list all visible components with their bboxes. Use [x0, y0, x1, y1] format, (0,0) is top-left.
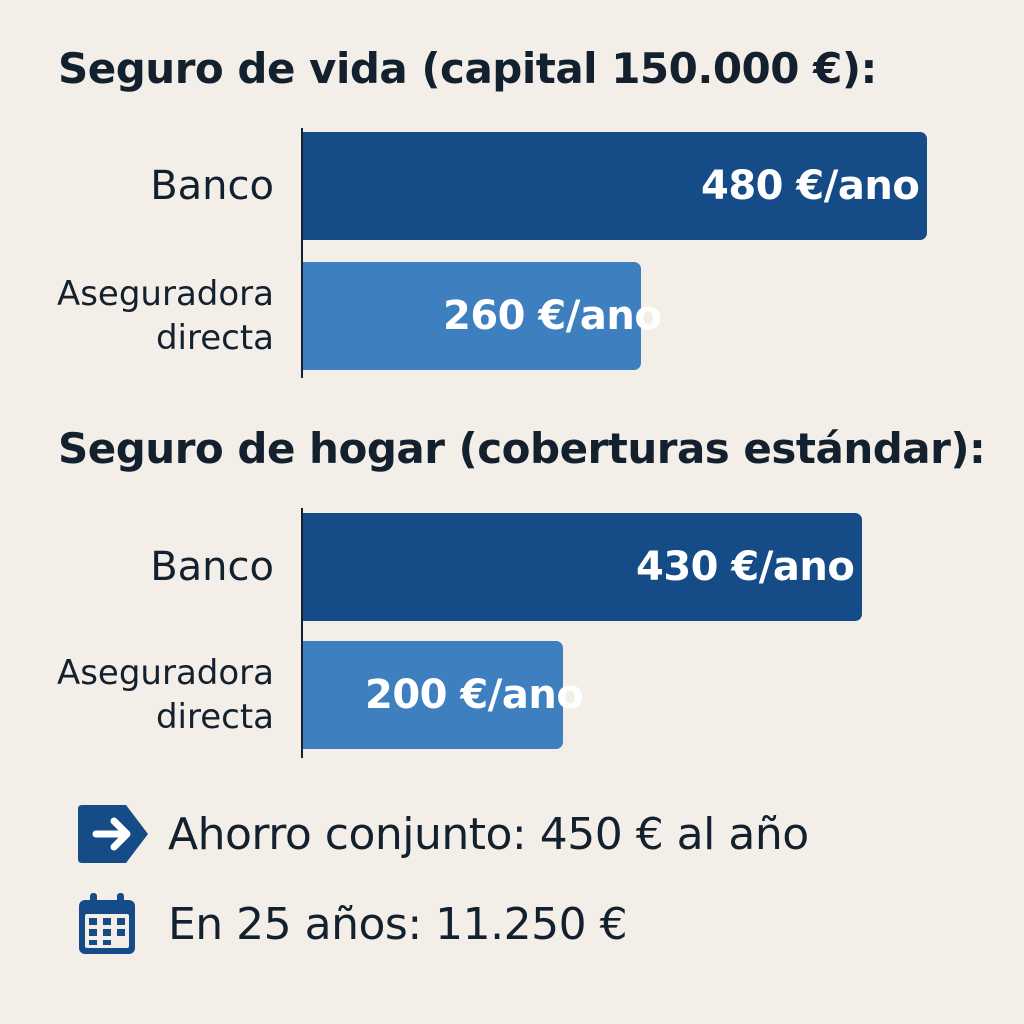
- home-insurance-chart-title: Seguro de hogar (coberturas estándar):: [58, 424, 986, 473]
- home-bank-value-label: 430 €/ano: [636, 544, 855, 590]
- life-bank-value-label: 480 €/ano: [701, 163, 920, 209]
- home-bank-category-label: Banco: [150, 544, 274, 590]
- home-direct-category-label: Aseguradora directa: [56, 653, 274, 737]
- life-direct-category-label: Aseguradora directa: [56, 274, 274, 358]
- long-term-summary: En 25 años: 11.250 €: [76, 892, 628, 956]
- home-insurance-axis: [301, 508, 303, 758]
- savings-summary: Ahorro conjunto: 450 € al año: [76, 802, 809, 866]
- savings-summary-text: Ahorro conjunto: 450 € al año: [168, 808, 809, 860]
- calendar-icon: [76, 892, 152, 956]
- home-insurance-bar-chart: [0, 0, 1, 1]
- long-term-summary-text: En 25 años: 11.250 €: [168, 898, 628, 950]
- home-direct-bar: [303, 641, 563, 749]
- life-insurance-chart-title: Seguro de vida (capital 150.000 €):: [58, 44, 877, 93]
- home-bank-bar: [303, 513, 862, 621]
- life-direct-value-label: 260 €/ano: [443, 293, 662, 339]
- arrow-right-icon: [76, 802, 152, 866]
- life-bank-category-label: Banco: [150, 163, 274, 209]
- life-bank-bar: [303, 132, 927, 240]
- life-direct-bar: [303, 262, 641, 370]
- life-insurance-axis: [301, 128, 303, 378]
- home-direct-value-label: 200 €/ano: [365, 672, 584, 718]
